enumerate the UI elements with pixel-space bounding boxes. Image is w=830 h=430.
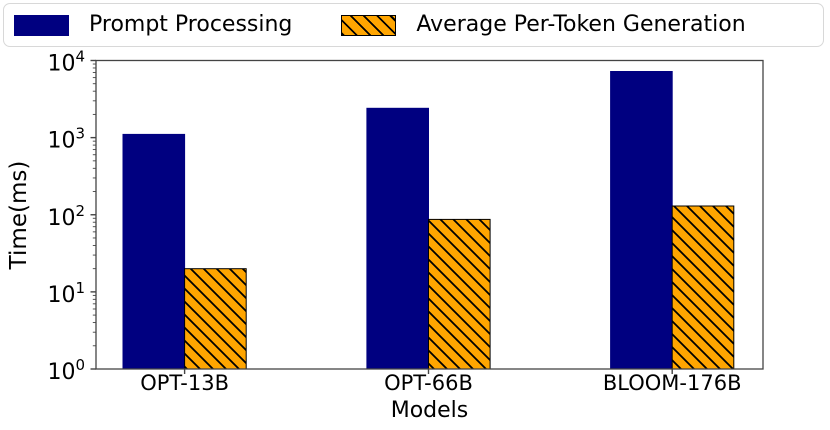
x-tick-label: BLOOM-176B [603, 371, 742, 395]
legend: Prompt Processing Average Per-Token Gene… [3, 3, 824, 47]
y-tick-label: 101 [47, 279, 85, 308]
x-tick-label: OPT-13B [140, 371, 229, 395]
legend-swatch-avg-per-token-generation [341, 14, 397, 36]
legend-entry-avg-per-token-generation: Average Per-Token Generation [341, 12, 746, 37]
bar-average-per-token-generation-bloom-176b [671, 205, 735, 370]
bar-prompt-processing-opt-66b [366, 107, 429, 370]
bar-prompt-processing-opt-13b [122, 133, 186, 370]
y-tick-label: 103 [47, 125, 85, 154]
y-axis-label: Time(ms) [6, 161, 32, 271]
y-tick-label: 104 [47, 48, 85, 77]
axis-ticks [90, 59, 673, 374]
legend-label-avg-per-token-generation: Average Per-Token Generation [416, 12, 746, 37]
legend-label-prompt-processing: Prompt Processing [89, 12, 293, 37]
y-tick-label: 100 [47, 356, 85, 385]
y-tick-label: 102 [47, 202, 85, 231]
bars-group [122, 71, 735, 370]
bar-average-per-token-generation-opt-66b [428, 218, 491, 370]
x-tick-label: OPT-66B [384, 371, 473, 395]
x-axis-label: Models [391, 398, 469, 423]
bar-average-per-token-generation-opt-13b [184, 268, 247, 370]
legend-swatch-prompt-processing [14, 14, 69, 36]
legend-entry-prompt-processing: Prompt Processing [14, 14, 292, 36]
bar-prompt-processing-bloom-176b [610, 71, 673, 370]
